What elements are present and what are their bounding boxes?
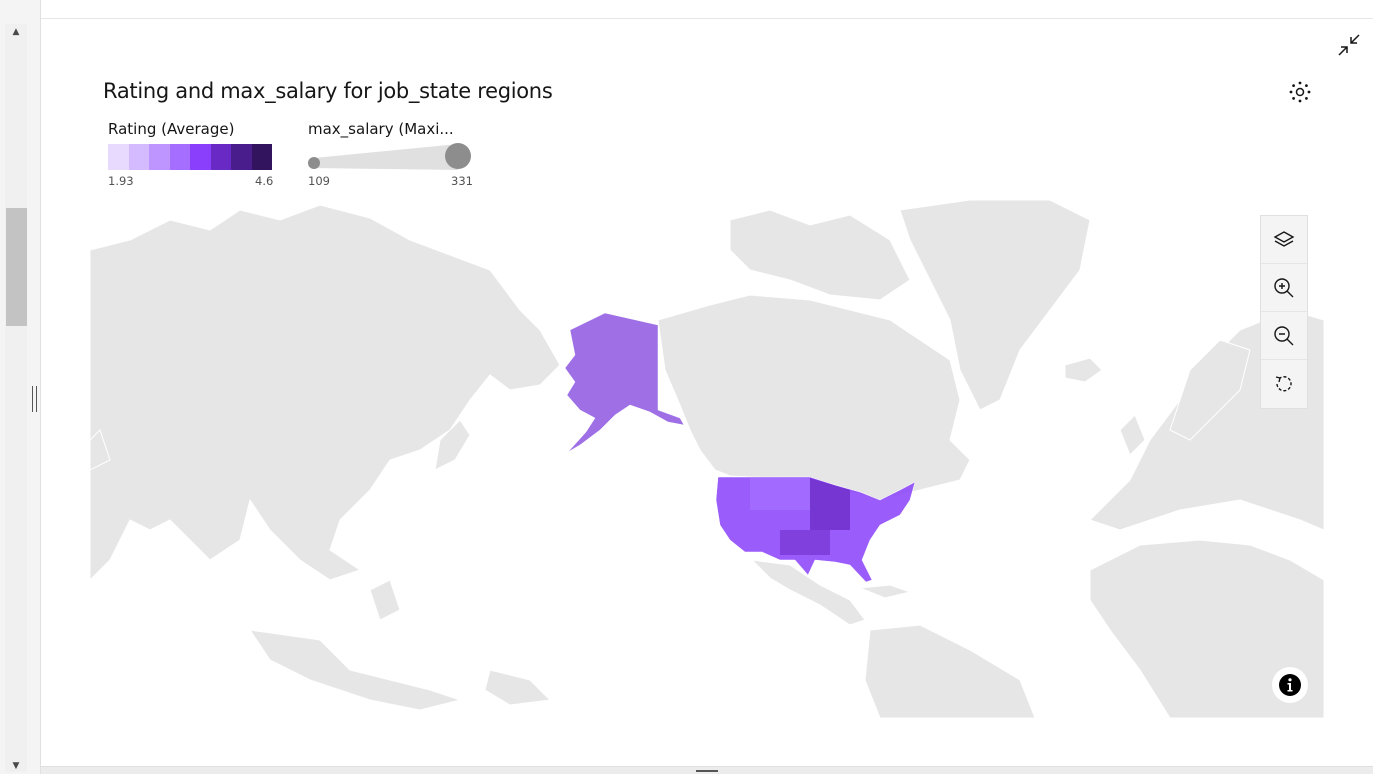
land-west-edge [90,429,111,471]
size-legend-max: 331 [451,174,473,188]
collapse-button[interactable] [1335,31,1363,59]
color-ramp-swatch [190,144,211,170]
world-map [90,200,1324,718]
land-japan [434,419,471,471]
panel-resize-handle[interactable] [32,386,38,412]
layers-button[interactable] [1261,216,1307,264]
zoom-in-icon [1274,277,1294,297]
top-border [41,18,1373,19]
zoom-in-button[interactable] [1261,264,1307,312]
color-ramp-swatch [108,144,129,170]
size-legend-title: max_salary (Maxi... [308,120,454,138]
color-legend-ramp [108,144,272,170]
land-se-asia-islands [248,629,462,711]
land-caribbean [859,584,912,599]
chart-title: Rating and max_salary for job_state regi… [103,79,553,103]
land-philippines [369,579,401,621]
vertical-scrollbar[interactable] [5,24,27,772]
map-canvas[interactable] [90,200,1324,718]
scroll-down-arrow[interactable]: ▼ [12,761,20,771]
info-button[interactable] [1272,667,1308,703]
land-canada [657,294,971,501]
land-uk [1119,414,1146,456]
scroll-thumb[interactable] [6,208,27,326]
region-alaska [564,312,685,453]
color-ramp-swatch [251,144,272,170]
land-africa [1089,539,1324,718]
reset-view-icon [1275,376,1292,392]
size-legend-ramp [306,142,474,172]
bottom-resize-handle[interactable] [696,770,718,772]
layers-icon [1273,230,1295,247]
scroll-up-arrow[interactable]: ▲ [12,27,20,37]
chart-settings-button[interactable] [1287,79,1313,105]
color-ramp-swatch [210,144,231,170]
region-us-midwest [810,478,850,530]
map-toolbar [1260,215,1308,409]
settings-icon [1289,81,1311,103]
land-arctic-islands [729,209,911,301]
land-south-america [864,624,1036,718]
color-ramp-swatch [128,144,149,170]
reset-view-button[interactable] [1261,360,1307,408]
size-legend-min: 109 [308,174,330,188]
land-mexico [750,559,866,626]
collapse-icon [1338,34,1360,56]
land-asia [90,204,561,581]
color-legend-max: 4.6 [255,174,274,188]
color-legend-title: Rating (Average) [108,120,235,138]
size-legend-small-circle [308,157,320,169]
zoom-out-icon [1274,325,1294,345]
land-scandinavia [1169,339,1251,441]
color-ramp-swatch [149,144,170,170]
info-icon [1279,674,1301,696]
color-ramp-swatch [231,144,252,170]
region-us-south [780,530,830,555]
color-ramp-swatch [169,144,190,170]
region-us-north-central [750,478,810,510]
color-legend-min: 1.93 [108,174,134,188]
land-greenland [899,200,1091,411]
land-indonesia-east [484,669,552,706]
zoom-out-button[interactable] [1261,312,1307,360]
land-iceland [1064,357,1103,383]
size-legend-large-circle [445,143,471,169]
